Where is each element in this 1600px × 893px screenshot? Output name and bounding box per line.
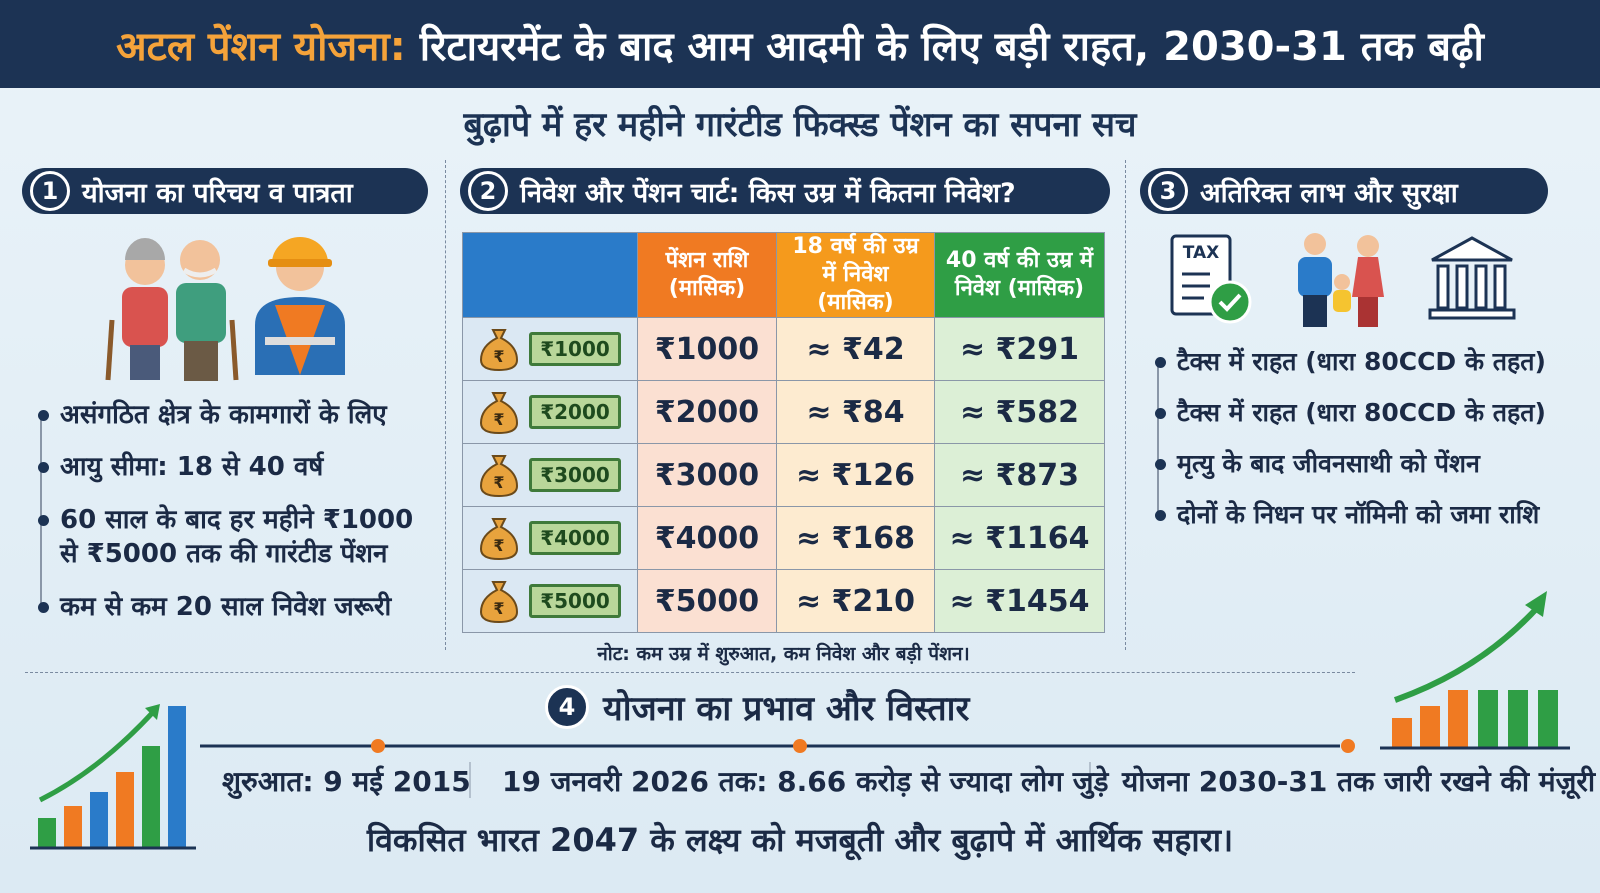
- bag-shape: [480, 329, 519, 372]
- section-header: 3 अतिरिक्त लाभ और सुरक्षा: [1140, 168, 1548, 214]
- bag-symbol: ₹: [494, 536, 505, 555]
- note-icon: ₹ ₹4000: [463, 515, 637, 561]
- section-number: 1: [30, 171, 70, 211]
- section-number: 2: [468, 171, 508, 211]
- table-cell: ≈ ₹42: [776, 317, 935, 381]
- table-cell: ≈ ₹1164: [934, 506, 1105, 570]
- section-number: 3: [1148, 171, 1188, 211]
- timeline-decor: [30, 690, 1570, 850]
- banknote: ₹1000: [529, 332, 621, 366]
- note-cell: ₹ ₹1000: [462, 317, 638, 381]
- note-icon: ₹ ₹3000: [463, 452, 637, 498]
- fact: शुरुआत: 9 मई 2015: [222, 765, 471, 798]
- table-cell: ≈ ₹291: [934, 317, 1105, 381]
- bullet: मृत्यु के बाद जीवनसाथी को पेंशन: [1155, 447, 1480, 481]
- money-bag: ₹: [480, 392, 519, 435]
- money-bag: ₹: [480, 518, 519, 561]
- table-header: पेंशन राशि (मासिक) 18 वर्ष की उम्र में न…: [462, 232, 1105, 318]
- title: रिटायरमेंट के बाद आम आदमी के लिए बड़ी रा…: [419, 23, 1484, 70]
- note-cell: ₹ ₹2000: [462, 380, 638, 444]
- table-row: ₹ ₹3000 ₹3000 ≈ ₹126 ≈ ₹873: [462, 443, 1105, 507]
- section-header: 4 योजना का प्रभाव और विस्तार: [545, 684, 969, 730]
- tax-label: TAX: [1183, 243, 1220, 263]
- bullet-line: [40, 412, 42, 607]
- table-cell: ≈ ₹582: [934, 380, 1105, 444]
- bag-shape: [480, 518, 519, 561]
- bullet: 60 साल के बाद हर महीने ₹1000 से ₹5000 तक…: [38, 503, 430, 571]
- bullet: असंगठित क्षेत्र के कामगारों के लिए: [38, 398, 430, 432]
- table-cell: ₹1000: [637, 317, 777, 381]
- note-cell: ₹ ₹3000: [462, 443, 638, 507]
- header-cell: पेंशन राशि (मासिक): [637, 232, 777, 318]
- table-row: ₹ ₹2000 ₹2000 ≈ ₹84 ≈ ₹582: [462, 380, 1105, 444]
- table-row: ₹ ₹4000 ₹4000 ≈ ₹168 ≈ ₹1164: [462, 506, 1105, 570]
- table-row: ₹ ₹5000 ₹5000 ≈ ₹210 ≈ ₹1454: [462, 569, 1105, 633]
- note-icon: ₹ ₹5000: [463, 578, 637, 624]
- money-bag: ₹: [480, 581, 519, 624]
- section-number: 4: [545, 685, 589, 729]
- header-cell: [462, 232, 638, 318]
- table-cell: ₹4000: [637, 506, 777, 570]
- section-title: अतिरिक्त लाभ और सुरक्षा: [1200, 177, 1458, 209]
- banknote: ₹3000: [529, 458, 621, 492]
- header: अटल पेंशन योजना: रिटायरमेंट के बाद आम आद…: [0, 0, 1600, 88]
- table-cell: ₹2000: [637, 380, 777, 444]
- bag-shape: [480, 455, 519, 498]
- bullet: टैक्स में राहत (धारा 80CCD के तहत): [1155, 396, 1546, 430]
- bag-symbol: ₹: [494, 410, 505, 429]
- money-bag: ₹: [480, 329, 519, 372]
- table-cell: ≈ ₹1454: [934, 569, 1105, 633]
- bullet: दोनों के निधन पर नॉमिनी को जमा राशि: [1154, 498, 1539, 532]
- note-icon: ₹ ₹2000: [463, 389, 637, 435]
- table-cell: ≈ ₹126: [776, 443, 935, 507]
- table-cell: ≈ ₹873: [934, 443, 1105, 507]
- section-header: 1 योजना का परिचय व पात्रता: [22, 168, 428, 214]
- table-cell: ≈ ₹168: [776, 506, 935, 570]
- money-bag: ₹: [480, 455, 519, 498]
- table-cell: ₹5000: [637, 569, 777, 633]
- benefit-icons: TAX: [1170, 233, 1516, 327]
- bag-symbol: ₹: [494, 599, 505, 618]
- header-cell: 18 वर्ष की उम्र में निवेश (मासिक): [776, 232, 935, 318]
- bullet: टैक्स में राहत (धारा 80CCD के तहत): [1155, 345, 1546, 379]
- note-cell: ₹ ₹4000: [462, 506, 638, 570]
- bag-shape: [480, 392, 519, 435]
- banknote: ₹2000: [529, 395, 621, 429]
- pension-table: पेंशन राशि (मासिक) 18 वर्ष की उम्र में न…: [462, 232, 1105, 633]
- bag-symbol: ₹: [494, 473, 505, 492]
- header-cell: 40 वर्ष की उम्र में निवेश (मासिक): [934, 232, 1105, 318]
- bullet-line: [1157, 360, 1159, 515]
- bullet: कम से कम 20 साल निवेश जरूरी: [38, 590, 430, 624]
- growth-arrow: [1394, 591, 1547, 703]
- subtitle: बुढ़ापे में हर महीने गारंटीड फिक्स्ड पें…: [463, 105, 1137, 145]
- title-highlight: अटल पेंशन योजना:: [116, 23, 406, 70]
- divider: [25, 672, 1355, 673]
- banknote: ₹4000: [529, 521, 621, 555]
- divider: [1125, 160, 1126, 650]
- bag-shape: [480, 581, 519, 624]
- section-title: योजना का प्रभाव और विस्तार: [603, 689, 970, 729]
- section-title: योजना का परिचय व पात्रता: [82, 177, 353, 209]
- section-title: निवेश और पेंशन चार्ट: किस उम्र में कितना…: [520, 177, 1016, 209]
- table-row: ₹ ₹1000 ₹1000 ≈ ₹42 ≈ ₹291: [462, 317, 1105, 381]
- note-icon: ₹ ₹1000: [463, 326, 637, 372]
- table-note: नोट: कम उम्र में शुरुआत, कम निवेश और बड़…: [597, 643, 970, 665]
- table-cell: ≈ ₹84: [776, 380, 935, 444]
- fact: 19 जनवरी 2026 तक: 8.66 करोड़ से ज्यादा ल…: [502, 765, 1109, 798]
- footer: विकसित भारत 2047 के लक्ष्य को मजबूती और …: [366, 821, 1234, 859]
- banknote: ₹5000: [529, 584, 621, 618]
- table-cell: ₹3000: [637, 443, 777, 507]
- note-cell: ₹ ₹5000: [462, 569, 638, 633]
- section-header: 2 निवेश और पेंशन चार्ट: किस उम्र में कित…: [460, 168, 1110, 214]
- people-illustration: [105, 237, 345, 381]
- divider: [445, 160, 446, 650]
- fact: योजना 2030-31 तक जारी रखने की मंज़ूरी: [1122, 765, 1596, 798]
- table-cell: ≈ ₹210: [776, 569, 935, 633]
- bullet: आयु सीमा: 18 से 40 वर्ष: [38, 450, 430, 484]
- bag-symbol: ₹: [494, 347, 505, 366]
